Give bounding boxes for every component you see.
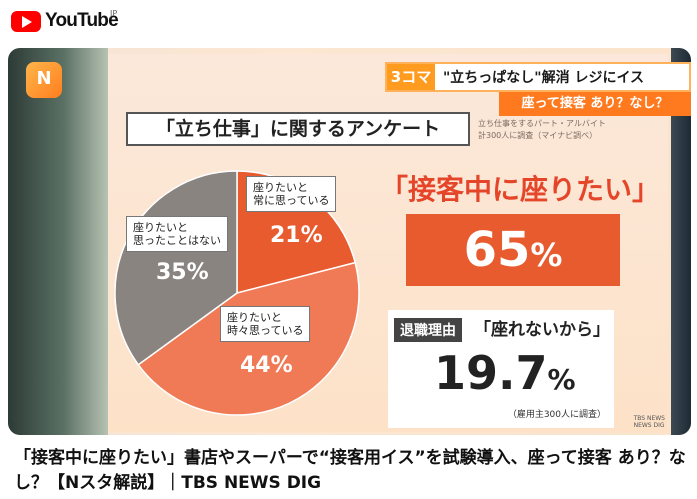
headline-unit: % (530, 236, 563, 274)
pie-label-line: 座りたいと (227, 311, 282, 324)
nsta-channel-logo: N (26, 62, 62, 98)
headline-value: 65 (463, 222, 531, 278)
pie-label-line: 座りたいと (253, 181, 308, 194)
watermark-line: TBS NEWS (633, 415, 665, 422)
survey-note: 立ち仕事をするパート・アルバイト 計300人に調査（マイナビ調べ） (478, 118, 606, 142)
subtitle-bar: 座って接客 あり？なし？ (499, 92, 691, 116)
pie-label-line: 常に思っている (253, 194, 330, 207)
region-code: JP (110, 9, 118, 18)
video-thumbnail[interactable]: N 3コマ "立ちっぱなし"解消 レジにイス 座って接客 あり？なし？ 「立ち仕… (8, 48, 691, 435)
headline-question: 「接客中に座りたい」 (380, 173, 661, 206)
pie-value-never: 35% (156, 260, 209, 285)
studio-background-left (8, 48, 108, 435)
reason-value: 19.7% (434, 346, 576, 400)
pie-label-line: 座りたいと (133, 221, 188, 234)
survey-note-line: 計300人に調査（マイナビ調べ） (478, 131, 598, 140)
reason-text: 「座れないから」 (474, 320, 610, 340)
survey-title: 「立ち仕事」に関するアンケート (126, 112, 470, 146)
survey-note-line: 立ち仕事をするパート・アルバイト (478, 119, 606, 128)
youtube-header: YouTube JP (0, 0, 697, 48)
youtube-wordmark: YouTube (45, 10, 119, 31)
video-title[interactable]: 「接客中に座りたい」書店やスーパーで“接客用イス”を試験導入、座って接客 あり？… (14, 448, 686, 493)
watermark-line: NEWS DIG (633, 422, 665, 429)
pie-label-never: 座りたいと 思ったことはない (126, 216, 228, 252)
pie-label-sometimes: 座りたいと 時々思っている (220, 306, 311, 342)
reason-tag: 退職理由 (394, 318, 462, 342)
topic-bar: 3コマ "立ちっぱなし"解消 レジにイス (385, 62, 691, 92)
pie-value-always: 21% (270, 223, 323, 248)
pie-label-line: 思ったことはない (133, 234, 221, 247)
pie-label-always: 座りたいと 常に思っている (246, 176, 337, 212)
studio-background-right (671, 48, 691, 435)
reason-unit: % (547, 363, 576, 396)
headline-value-box: 65% (406, 214, 620, 286)
youtube-play-icon (11, 10, 41, 32)
pie-value-sometimes: 44% (240, 353, 293, 378)
pie-label-line: 時々思っている (227, 324, 304, 337)
reason-number: 19.7 (434, 346, 548, 400)
resignation-reason-box: 退職理由 「座れないから」 19.7% （雇用主300人に調査） (388, 310, 614, 428)
topic-badge: 3コマ (387, 64, 435, 90)
reason-note: （雇用主300人に調査） (507, 410, 606, 420)
topic-text: "立ちっぱなし"解消 レジにイス (443, 70, 645, 86)
tbs-watermark: TBS NEWS NEWS DIG (634, 415, 665, 429)
youtube-logo[interactable]: YouTube (11, 10, 119, 32)
